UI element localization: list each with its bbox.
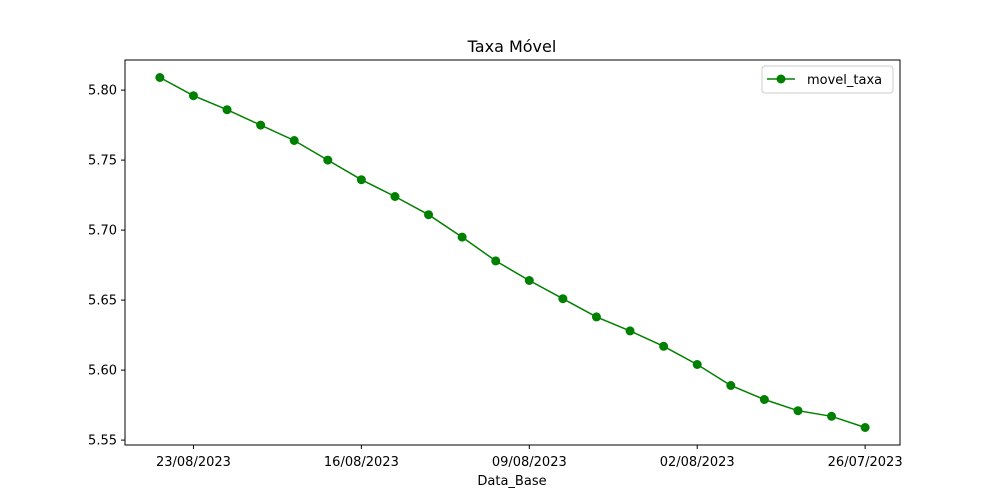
y-tick-label: 5.55 — [88, 434, 117, 449]
data-point — [659, 341, 669, 351]
y-tick-label: 5.80 — [88, 84, 117, 99]
data-point — [323, 155, 333, 165]
series-layer — [155, 73, 870, 432]
data-point — [726, 381, 736, 390]
legend-label: movel_taxa — [807, 73, 882, 88]
y-tick-label: 5.75 — [88, 154, 117, 169]
y-tick-label: 5.65 — [88, 294, 117, 309]
data-point — [591, 312, 601, 322]
chart-title: Taxa Móvel — [467, 37, 557, 56]
x-tick-label: 26/07/2023 — [828, 455, 903, 470]
plot-frame — [124, 59, 901, 446]
data-point — [424, 210, 434, 220]
data-point — [558, 294, 568, 304]
y-tick-label: 5.60 — [88, 364, 117, 379]
legend-marker — [776, 74, 786, 84]
data-point — [222, 105, 232, 115]
x-axis-label: Data_Base — [477, 474, 546, 489]
data-point — [356, 175, 366, 185]
data-point — [155, 73, 165, 82]
data-point — [759, 395, 769, 404]
data-point — [860, 423, 870, 432]
legend-box — [761, 65, 894, 94]
x-tick-label: 16/08/2023 — [324, 455, 399, 470]
x-axis: 23/08/2023 16/08/2023 09/08/2023 02/08/2023… — [156, 445, 903, 470]
data-point — [188, 91, 198, 101]
legend: movel_taxa — [761, 65, 894, 94]
series-line — [159, 76, 866, 429]
data-point — [289, 136, 299, 145]
y-axis: 5.55 5.60 5.65 5.70 5.75 5.80 — [88, 84, 125, 449]
data-point — [390, 192, 400, 201]
y-tick-label: 5.70 — [88, 224, 117, 239]
data-point — [827, 411, 837, 421]
data-point — [491, 256, 501, 266]
data-point — [524, 276, 534, 285]
data-point — [793, 406, 803, 416]
data-point — [625, 326, 635, 336]
data-point — [692, 360, 702, 369]
data-point — [457, 232, 467, 242]
x-tick-label: 09/08/2023 — [492, 455, 567, 470]
x-tick-label: 02/08/2023 — [660, 455, 735, 470]
x-tick-label: 23/08/2023 — [156, 455, 231, 470]
data-point — [256, 120, 266, 130]
